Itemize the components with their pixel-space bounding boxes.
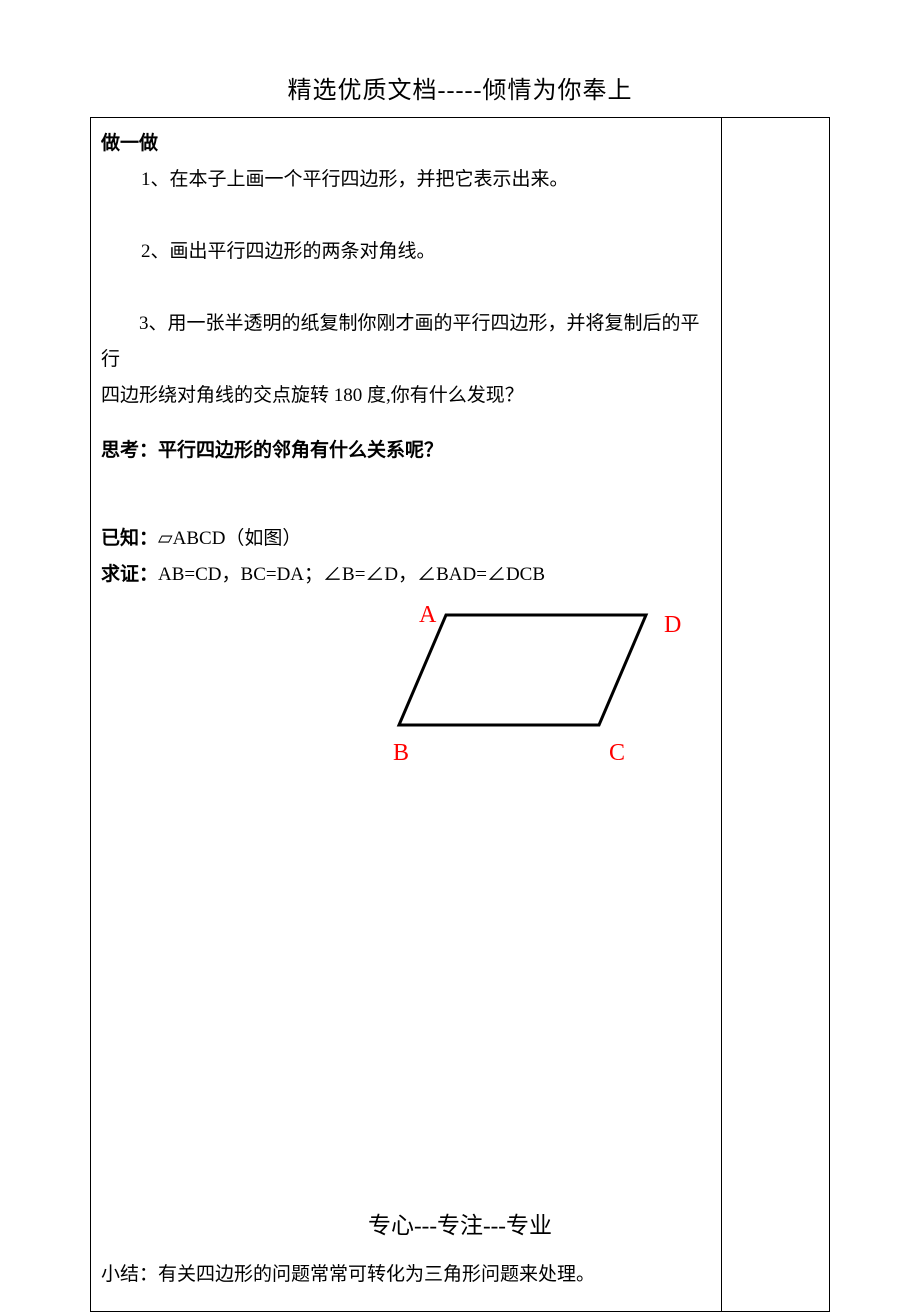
item-1: 1、在本子上画一个平行四边形，并把它表示出来。 [101,162,711,198]
item-2: 2、画出平行四边形的两条对角线。 [101,234,711,270]
prove-text: AB=CD，BC=DA；∠B=∠D，∠BAD=∠DCB [158,564,545,585]
vertex-label-a: A [419,593,436,639]
prove-label: 求证： [101,564,158,585]
item-3b: 四边形绕对角线的交点旋转 180 度,你有什么发现？ [101,378,711,414]
item-3a: 3、用一张半透明的纸复制你刚才画的平行四边形，并将复制后的平行 [101,306,711,378]
vertex-label-d: D [664,603,681,649]
page-header: 精选优质文档-----倾情为你奉上 [0,0,920,117]
section1-title: 做一做 [101,126,711,162]
parallelogram-diagram: A D B C [381,597,711,777]
given-text: ▱ABCD（如图） [158,528,301,549]
page-footer: 专心---专注---专业 [0,1206,920,1240]
given-label: 已知： [101,528,158,549]
prove-line: 求证：AB=CD，BC=DA；∠B=∠D，∠BAD=∠DCB [101,557,711,593]
given-line: 已知：▱ABCD（如图） [101,521,711,557]
vertex-label-c: C [609,731,625,777]
left-cell: 做一做 1、在本子上画一个平行四边形，并把它表示出来。 2、画出平行四边形的两条… [91,118,722,1312]
right-cell [722,118,830,1312]
think-line: 思考：平行四边形的邻角有什么关系呢？ [101,433,711,469]
summary-line: 小结：有关四边形的问题常常可转化为三角形问题来处理。 [101,1257,711,1293]
content-table: 做一做 1、在本子上画一个平行四边形，并把它表示出来。 2、画出平行四边形的两条… [90,117,830,1312]
vertex-label-b: B [393,731,409,777]
